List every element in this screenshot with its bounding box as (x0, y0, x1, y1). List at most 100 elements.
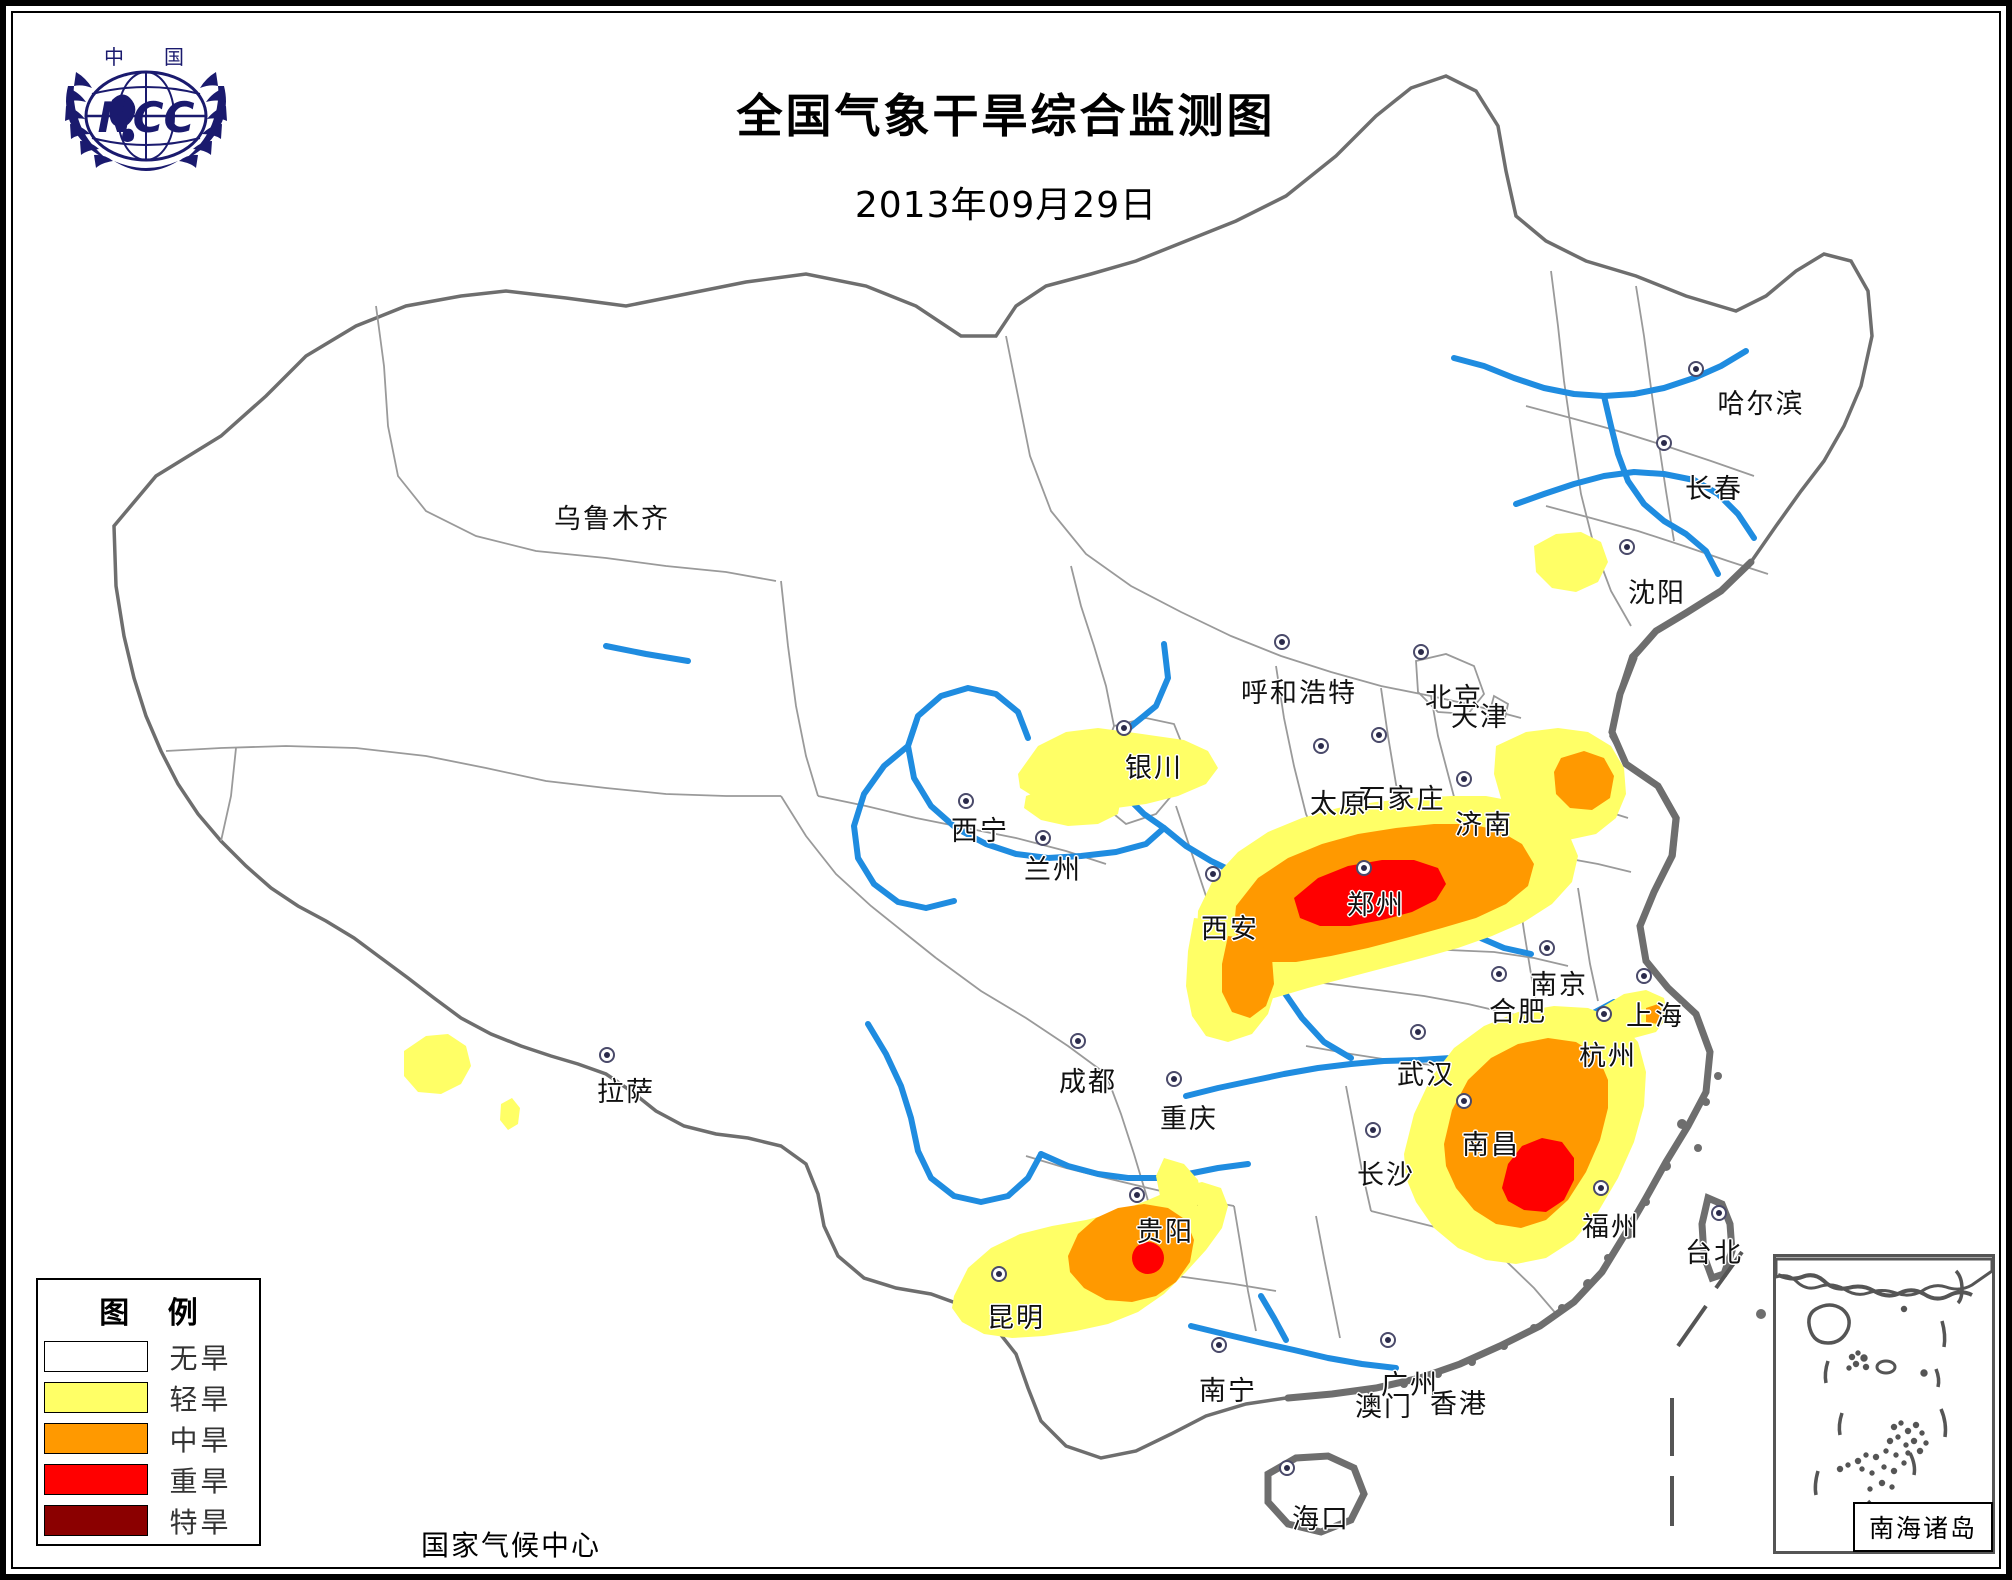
city-label: 兰州 (1024, 855, 1082, 886)
city-label: 南昌 (1462, 1130, 1520, 1161)
boundary-dashes (1670, 1250, 1744, 1526)
city-marker-dot (1636, 968, 1652, 984)
map-frame (11, 11, 2001, 1569)
city-label: 呼和浩特 (1241, 678, 1357, 709)
city-marker-dot (1688, 361, 1704, 377)
city-label: 香港 (1430, 1389, 1488, 1420)
city-label: 太原 (1310, 789, 1368, 820)
city-marker-dot (991, 1266, 1007, 1282)
page-title: 全国气象干旱综合监测图 (736, 89, 1276, 143)
city-label: 南京 (1530, 970, 1588, 1001)
drought-light-tibet (404, 1034, 471, 1094)
city-marker-dot (1456, 1093, 1472, 1109)
svg-text:NCC: NCC (98, 93, 195, 142)
city-label: 天津 (1451, 702, 1509, 733)
drought-light-liaoning (1534, 532, 1608, 592)
inset-label: 南海诸岛 (1853, 1502, 1993, 1552)
legend-swatch (44, 1423, 148, 1454)
drought-severe-guizhou (1132, 1242, 1164, 1274)
south-china-sea-inset: 南海诸岛 (1773, 1254, 1995, 1554)
logo-char-guo: 国 (164, 45, 184, 69)
city-label: 昆明 (987, 1303, 1045, 1334)
city-marker-dot (1070, 1033, 1086, 1049)
city-label: 上海 (1626, 1001, 1684, 1032)
city-marker-dot (1035, 830, 1051, 846)
legend-row: 轻旱 (38, 1377, 259, 1418)
city-label: 武汉 (1397, 1060, 1455, 1091)
city-label: 长沙 (1357, 1160, 1415, 1191)
city-label: 沈阳 (1628, 578, 1686, 609)
city-marker-dot (1129, 1187, 1145, 1203)
city-marker-dot (1413, 644, 1429, 660)
city-label: 福州 (1582, 1212, 1640, 1243)
drought-severe-jiangxi (1502, 1138, 1574, 1212)
city-label: 台北 (1685, 1238, 1743, 1269)
legend-label: 无旱 (169, 1341, 232, 1375)
legend-rows: 无旱轻旱中旱重旱特旱 (38, 1336, 259, 1541)
city-marker-dot (1274, 634, 1290, 650)
city-label: 贵阳 (1136, 1217, 1194, 1248)
city-label: 杭州 (1579, 1041, 1637, 1072)
city-marker-dot (1456, 771, 1472, 787)
city-label: 西宁 (951, 816, 1009, 847)
city-label: 济南 (1455, 810, 1513, 841)
drought-moderate-shandong (1554, 751, 1614, 810)
city-label: 南宁 (1199, 1376, 1257, 1407)
city-marker-dot (1279, 1460, 1295, 1476)
drought-areas (404, 532, 1668, 1338)
city-label: 石家庄 (1358, 784, 1446, 815)
city-marker-dot (1593, 1180, 1609, 1196)
legend-row: 特旱 (38, 1500, 259, 1541)
city-marker-dot (1491, 966, 1507, 982)
ncc-logo: NCC 中 国 (46, 28, 246, 178)
city-label: 成都 (1059, 1067, 1117, 1098)
city-marker-dot (1356, 860, 1372, 876)
city-label: 海口 (1292, 1504, 1350, 1535)
city-marker-dot (1619, 539, 1635, 555)
city-label: 西安 (1201, 914, 1259, 945)
city-marker-dot (1313, 738, 1329, 754)
logo-char-zhong: 中 (104, 45, 124, 69)
legend-box: 图 例 无旱轻旱中旱重旱特旱 (36, 1278, 261, 1546)
legend-label: 特旱 (169, 1505, 232, 1539)
city-label: 拉萨 (597, 1077, 655, 1108)
city-marker-dot (958, 793, 974, 809)
legend-row: 中旱 (38, 1418, 259, 1459)
legend-row: 重旱 (38, 1459, 259, 1500)
drought-severe-zhengzhou (1294, 860, 1446, 926)
legend-label: 轻旱 (169, 1382, 232, 1416)
city-marker-dot (1380, 1332, 1396, 1348)
legend-swatch (44, 1464, 148, 1495)
city-label: 长春 (1685, 474, 1743, 505)
city-marker-dot (1371, 727, 1387, 743)
city-label: 乌鲁木齐 (554, 504, 670, 535)
city-marker-dot (1410, 1024, 1426, 1040)
city-label: 合肥 (1489, 997, 1547, 1028)
city-label: 重庆 (1160, 1104, 1218, 1135)
city-marker-dot (1656, 435, 1672, 451)
city-marker-dot (1116, 720, 1132, 736)
city-marker-dot (1365, 1122, 1381, 1138)
city-marker-dot (1711, 1205, 1727, 1221)
city-label: 广州 (1381, 1370, 1439, 1401)
credit-text: 国家气候中心 (421, 1529, 602, 1562)
map-date: 2013年09月29日 (854, 185, 1158, 226)
legend-label: 中旱 (169, 1423, 232, 1457)
legend-swatch (44, 1341, 148, 1372)
legend-swatch (44, 1505, 148, 1536)
china-map (6, 6, 2006, 1574)
city-marker-dot (1205, 866, 1221, 882)
drought-moderate-guizhou (1068, 1204, 1194, 1302)
legend-label: 重旱 (169, 1464, 232, 1498)
city-label: 澳门 (1355, 1392, 1413, 1423)
city-marker-dot (1166, 1071, 1182, 1087)
city-marker-dot (1539, 940, 1555, 956)
city-label: 哈尔滨 (1717, 389, 1805, 420)
city-label: 银川 (1125, 753, 1183, 784)
legend-row: 无旱 (38, 1336, 259, 1377)
city-marker-dot (1596, 1006, 1612, 1022)
city-marker-dot (599, 1047, 615, 1063)
city-label: 北京 (1425, 683, 1483, 714)
legend-title: 图 例 (99, 1296, 212, 1331)
